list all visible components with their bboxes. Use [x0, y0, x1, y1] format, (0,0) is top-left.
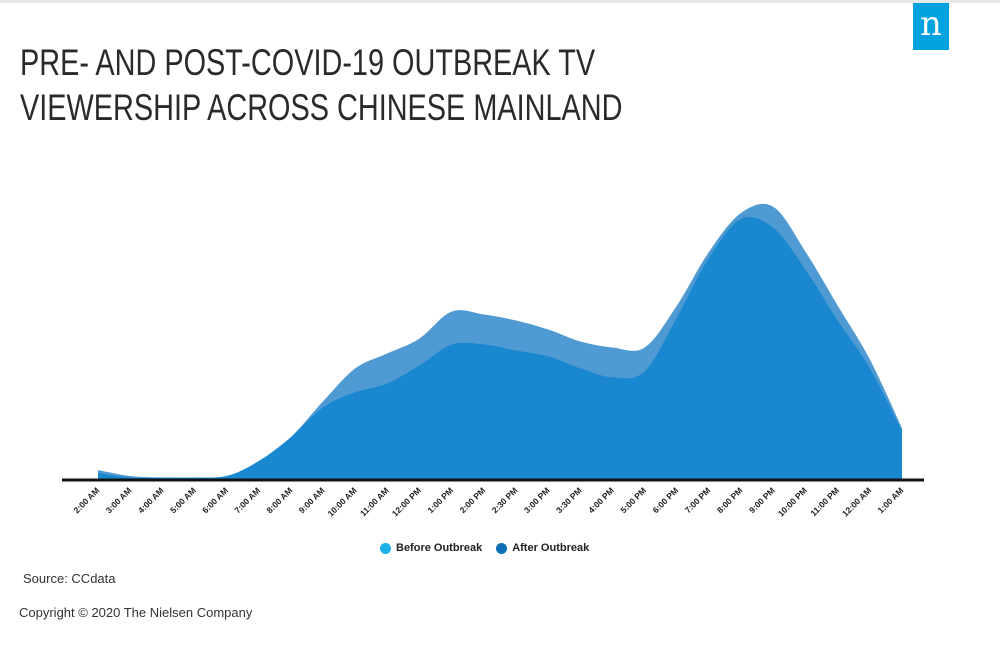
x-tick-label: 12:00 PM: [390, 485, 423, 518]
source-note: Source: CCdata: [23, 571, 116, 586]
x-tick-label: 10:00 PM: [776, 485, 809, 518]
x-tick-label: 2:00 PM: [458, 485, 488, 515]
x-tick-label: 4:00 PM: [586, 485, 616, 515]
area-after-outbreak: [98, 216, 902, 479]
legend-label-before: Before Outbreak: [396, 542, 483, 554]
x-tick-label: 9:00 AM: [297, 485, 327, 515]
legend-item-after: After Outbreak: [496, 542, 589, 554]
x-tick-label: 6:00 PM: [651, 485, 681, 515]
x-tick-label: 8:00 PM: [715, 485, 745, 515]
x-tick-label: 3:30 PM: [554, 485, 584, 515]
x-tick-label: 1:00 AM: [876, 485, 906, 515]
legend-item-before: Before Outbreak: [380, 542, 482, 554]
area-chart: 2:00 AM 3:00 AM 4:00 AM 5:00 AM 6:00 AM 7:00 …: [62, 203, 924, 519]
x-tick-label: 5:00 AM: [168, 485, 198, 515]
x-tick-label: 8:00 AM: [264, 485, 294, 515]
x-tick-label: 2:00 AM: [72, 485, 102, 515]
x-tick-label: 4:00 AM: [136, 485, 166, 515]
x-tick-label: 1:00 PM: [425, 485, 455, 515]
x-tick-label: 3:00 PM: [522, 485, 552, 515]
chart-title-line-1: PRE- AND POST-COVID-19 OUTBREAK TV: [20, 42, 596, 83]
top-rule: [0, 0, 1000, 3]
x-tick-label: 11:00 PM: [808, 485, 841, 518]
x-tick-label: 2:30 PM: [490, 485, 520, 515]
x-tick-label: 6:00 AM: [200, 485, 230, 515]
legend-label-after: After Outbreak: [512, 542, 590, 554]
nielsen-logo: n: [913, 3, 949, 50]
x-tick-label: 12:00 AM: [840, 485, 873, 518]
chart-title-line-2: VIEWERSHIP ACROSS CHINESE MAINLAND: [20, 87, 623, 128]
x-tick-label: 7:00 PM: [683, 485, 713, 515]
x-tick-label: 5:00 PM: [618, 485, 648, 515]
x-tick-label: 3:00 AM: [104, 485, 134, 515]
x-tick-label: 11:00 AM: [358, 485, 391, 518]
x-tick-label: 9:00 PM: [747, 485, 777, 515]
copyright-note: Copyright © 2020 The Nielsen Company: [19, 605, 253, 620]
x-tick-label: 7:00 AM: [232, 485, 262, 515]
chart-title: PRE- AND POST-COVID-19 OUTBREAK TV VIEWE…: [20, 40, 623, 130]
legend-swatch-after: [496, 542, 508, 554]
x-tick-label: 10:00 AM: [325, 485, 358, 518]
chart-legend: Before Outbreak After Outbreak: [380, 540, 595, 556]
legend-swatch-before: [380, 542, 391, 554]
